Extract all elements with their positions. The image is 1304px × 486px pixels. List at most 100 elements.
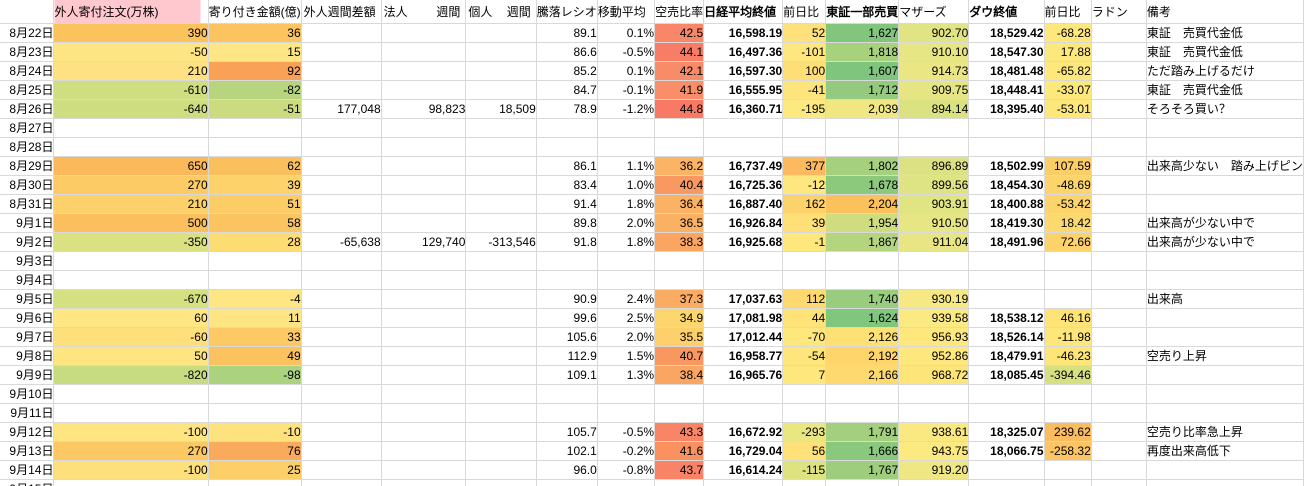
cell-nikkei-change[interactable]: -12: [782, 175, 827, 195]
cell-moving-average[interactable]: 2.5%: [597, 308, 656, 328]
cell-mothers-index[interactable]: 943.75: [898, 441, 970, 461]
row-header-date[interactable]: 8月22日: [0, 23, 55, 43]
row-header-date[interactable]: 8月30日: [0, 175, 55, 195]
cell-foreign-weekly[interactable]: [301, 156, 382, 176]
cell-corporate-weekly[interactable]: [381, 289, 467, 309]
cell-tse1-trading-value[interactable]: 1,678: [825, 175, 900, 195]
cell-nikkei-change[interactable]: -54: [782, 346, 827, 366]
cell-dow-close[interactable]: [968, 118, 1045, 138]
cell-remarks[interactable]: [1146, 403, 1304, 423]
cell-individual-weekly[interactable]: -313,546: [465, 232, 537, 252]
cell-dow-close[interactable]: 18,400.88: [968, 194, 1045, 214]
cell-foreign-weekly[interactable]: [301, 23, 382, 43]
cell-moving-average[interactable]: [597, 384, 656, 404]
cell-updown-ratio[interactable]: 112.9: [536, 346, 598, 366]
cell-nikkei-change[interactable]: -195: [782, 99, 827, 119]
cell-corporate-weekly[interactable]: [381, 365, 467, 385]
cell-nikkei-close[interactable]: 16,725.36: [703, 175, 784, 195]
row-header-date[interactable]: 9月12日: [0, 422, 55, 442]
cell-dow-close[interactable]: 18,448.41: [968, 80, 1045, 100]
cell-individual-weekly[interactable]: [465, 23, 537, 43]
column-header-foreign-open-order[interactable]: 外人寄付注文(万株): [53, 0, 209, 24]
cell-foreign-weekly[interactable]: [301, 346, 382, 366]
row-header-date[interactable]: 9月7日: [0, 327, 55, 347]
cell-foreign-open-order[interactable]: 390: [53, 23, 209, 43]
cell-dow-change[interactable]: 17.88: [1044, 42, 1092, 62]
cell-updown-ratio[interactable]: 86.6: [536, 42, 598, 62]
cell-dow-close[interactable]: [968, 384, 1045, 404]
cell-individual-weekly[interactable]: [465, 346, 537, 366]
cell-mothers-index[interactable]: [898, 403, 970, 423]
cell-tse1-trading-value[interactable]: [825, 384, 900, 404]
cell-foreign-weekly[interactable]: [301, 403, 382, 423]
cell-nikkei-change[interactable]: -41: [782, 80, 827, 100]
cell-remarks[interactable]: 空売り比率急上昇: [1146, 422, 1304, 442]
cell-corporate-weekly[interactable]: [381, 80, 467, 100]
cell-dow-close[interactable]: 18,529.42: [968, 23, 1045, 43]
cell-updown-ratio[interactable]: 86.1: [536, 156, 598, 176]
cell-remarks[interactable]: [1146, 308, 1304, 328]
cell-foreign-open-order[interactable]: 650: [53, 156, 209, 176]
cell-foreign-weekly[interactable]: [301, 289, 382, 309]
cell-tse1-trading-value[interactable]: 1,791: [825, 422, 900, 442]
cell-corporate-weekly[interactable]: [381, 61, 467, 81]
cell-individual-weekly[interactable]: [465, 289, 537, 309]
cell-dow-close[interactable]: [968, 403, 1045, 423]
cell-foreign-open-order[interactable]: -100: [53, 460, 209, 480]
cell-short-sell-ratio[interactable]: 36.2: [654, 156, 705, 176]
cell-updown-ratio[interactable]: 91.4: [536, 194, 598, 214]
cell-corporate-weekly[interactable]: [381, 308, 467, 328]
row-header-date[interactable]: 9月11日: [0, 403, 55, 423]
cell-radon[interactable]: [1091, 213, 1147, 233]
cell-open-amount[interactable]: 36: [208, 23, 302, 43]
cell-short-sell-ratio[interactable]: [654, 137, 705, 157]
cell-dow-change[interactable]: 72.66: [1044, 232, 1092, 252]
cell-foreign-open-order[interactable]: 60: [53, 308, 209, 328]
cell-dow-change[interactable]: -53.42: [1044, 194, 1092, 214]
cell-radon[interactable]: [1091, 61, 1147, 81]
cell-dow-close[interactable]: 18,395.40: [968, 99, 1045, 119]
cell-individual-weekly[interactable]: [465, 327, 537, 347]
cell-moving-average[interactable]: [597, 403, 656, 423]
cell-open-amount[interactable]: [208, 251, 302, 271]
cell-individual-weekly[interactable]: [465, 213, 537, 233]
cell-individual-weekly[interactable]: [465, 479, 537, 486]
cell-individual-weekly[interactable]: [465, 42, 537, 62]
cell-foreign-weekly[interactable]: [301, 441, 382, 461]
cell-foreign-weekly[interactable]: [301, 80, 382, 100]
cell-nikkei-change[interactable]: -293: [782, 422, 827, 442]
cell-tse1-trading-value[interactable]: 1,666: [825, 441, 900, 461]
cell-nikkei-change[interactable]: 56: [782, 441, 827, 461]
row-header-date[interactable]: 9月2日: [0, 232, 55, 252]
cell-open-amount[interactable]: -82: [208, 80, 302, 100]
cell-open-amount[interactable]: 76: [208, 441, 302, 461]
cell-moving-average[interactable]: -0.2%: [597, 441, 656, 461]
cell-corporate-weekly[interactable]: [381, 42, 467, 62]
cell-nikkei-close[interactable]: 16,925.68: [703, 232, 784, 252]
cell-tse1-trading-value[interactable]: 1,607: [825, 61, 900, 81]
cell-mothers-index[interactable]: 919.20: [898, 460, 970, 480]
cell-moving-average[interactable]: 0.1%: [597, 61, 656, 81]
cell-mothers-index[interactable]: [898, 137, 970, 157]
cell-corporate-weekly[interactable]: [381, 137, 467, 157]
cell-remarks[interactable]: そろそろ買い？: [1146, 99, 1304, 119]
cell-foreign-open-order[interactable]: 50: [53, 346, 209, 366]
cell-short-sell-ratio[interactable]: 38.3: [654, 232, 705, 252]
cell-nikkei-close[interactable]: 16,555.95: [703, 80, 784, 100]
cell-moving-average[interactable]: 2.4%: [597, 289, 656, 309]
cell-nikkei-close[interactable]: 16,887.40: [703, 194, 784, 214]
cell-foreign-open-order[interactable]: [53, 137, 209, 157]
cell-moving-average[interactable]: [597, 270, 656, 290]
row-header-date[interactable]: 9月10日: [0, 384, 55, 404]
row-header-date[interactable]: 9月13日: [0, 441, 55, 461]
cell-radon[interactable]: [1091, 251, 1147, 271]
cell-remarks[interactable]: 東証 売買代金低: [1146, 42, 1304, 62]
cell-radon[interactable]: [1091, 441, 1147, 461]
cell-nikkei-close[interactable]: 16,729.04: [703, 441, 784, 461]
cell-open-amount[interactable]: -98: [208, 365, 302, 385]
row-header-date[interactable]: 8月26日: [0, 99, 55, 119]
cell-foreign-open-order[interactable]: -350: [53, 232, 209, 252]
cell-dow-change[interactable]: 107.59: [1044, 156, 1092, 176]
cell-open-amount[interactable]: 33: [208, 327, 302, 347]
cell-short-sell-ratio[interactable]: 43.3: [654, 422, 705, 442]
